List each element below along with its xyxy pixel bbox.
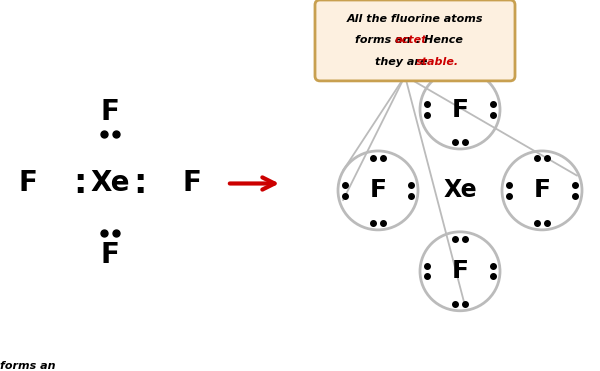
- FancyBboxPatch shape: [315, 0, 515, 81]
- Text: forms an: forms an: [355, 36, 415, 45]
- Text: F: F: [451, 259, 469, 283]
- Text: F: F: [101, 98, 119, 127]
- Text: F: F: [370, 178, 386, 203]
- Text: F: F: [19, 170, 37, 197]
- Text: Xe: Xe: [90, 170, 130, 197]
- Text: :: :: [73, 167, 86, 200]
- Text: F: F: [182, 170, 202, 197]
- Text: F: F: [533, 178, 551, 203]
- Text: All the fluorine atoms: All the fluorine atoms: [347, 14, 483, 24]
- Text: they are: they are: [375, 57, 431, 67]
- Text: Xe: Xe: [443, 178, 477, 203]
- Text: :: :: [133, 167, 146, 200]
- Text: stable.: stable.: [415, 57, 458, 67]
- Text: octet: octet: [395, 36, 427, 45]
- Text: F: F: [451, 98, 469, 122]
- Text: F: F: [101, 240, 119, 269]
- Text: forms an: forms an: [0, 361, 59, 371]
- Text: . Hence: . Hence: [416, 36, 463, 45]
